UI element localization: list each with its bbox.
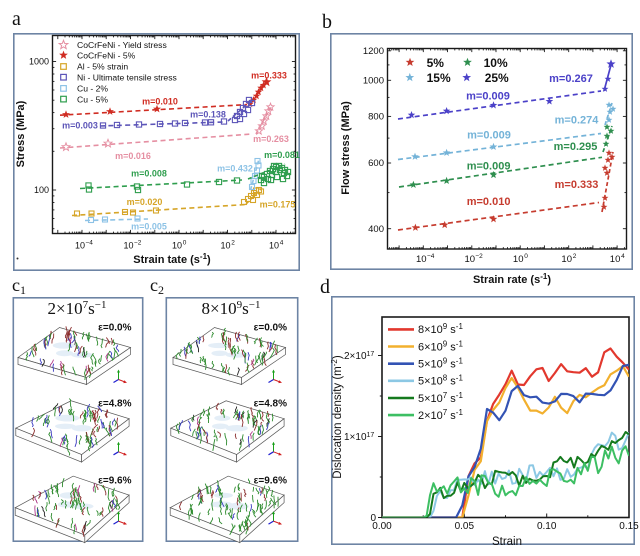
svg-text:10: 10 [123,240,133,250]
svg-text:Strain: Strain [492,536,522,548]
svg-text:2: 2 [231,239,235,246]
svg-text:ε=4.8%: ε=4.8% [98,399,131,410]
svg-text:Ni - Ultimate tensile stress: Ni - Ultimate tensile stress [77,72,177,82]
svg-text:2: 2 [573,253,577,260]
svg-text:m=0.267: m=0.267 [549,73,593,85]
svg-text:5%: 5% [427,56,445,70]
svg-text:8×109s−1: 8×109s−1 [202,299,261,318]
svg-text:10: 10 [561,254,572,265]
svg-text:10: 10 [513,254,524,265]
svg-text:8×109 s-1: 8×109 s-1 [418,322,463,337]
svg-text:600: 600 [368,158,384,169]
svg-text:10: 10 [465,254,476,265]
svg-text:25%: 25% [485,71,509,85]
svg-text:d: d [320,276,330,298]
svg-text:10: 10 [269,240,279,250]
svg-text:m=0.005: m=0.005 [131,222,167,232]
svg-text:6×109 s-1: 6×109 s-1 [418,339,463,354]
svg-text:b: b [322,11,332,33]
svg-text:5×107 s-1: 5×107 s-1 [418,390,463,405]
svg-text:Strain tate (s-1): Strain tate (s-1) [133,252,211,267]
svg-text:10: 10 [75,240,85,250]
svg-text:m=0.010: m=0.010 [142,97,178,107]
svg-text:4: 4 [280,239,284,246]
svg-text:CoCrFeNi - 5%: CoCrFeNi - 5% [77,50,136,60]
svg-text:ε=9.6%: ε=9.6% [98,476,131,487]
svg-text:0: 0 [370,513,376,524]
svg-text:0: 0 [183,239,187,246]
svg-text:m=0.333: m=0.333 [555,179,599,191]
svg-text:m=0.009: m=0.009 [466,91,510,103]
svg-text:10: 10 [416,254,427,265]
svg-text:10%: 10% [484,56,508,70]
svg-text:0.05: 0.05 [455,521,475,532]
svg-text:0: 0 [524,253,528,260]
svg-text:2×1017: 2×1017 [344,351,374,363]
svg-text:2×107s−1: 2×107s−1 [48,299,107,318]
svg-text:−2: −2 [475,253,483,260]
svg-text:ε=0.0%: ε=0.0% [98,323,131,334]
svg-text:0.10: 0.10 [537,521,557,532]
svg-text:m=0.003: m=0.003 [62,121,98,131]
svg-text:m=0.432: m=0.432 [217,164,253,174]
svg-text:m=0.009: m=0.009 [467,130,511,142]
svg-text:4: 4 [621,253,625,260]
svg-text:400: 400 [368,224,384,235]
svg-text:1000: 1000 [363,76,384,87]
svg-text:Cu - 2%: Cu - 2% [77,84,108,94]
svg-text:Strain rate (s-1): Strain rate (s-1) [473,272,551,287]
svg-text:m=0.175: m=0.175 [260,200,296,210]
svg-text:m=0.263: m=0.263 [253,134,289,144]
svg-text:m=0.008: m=0.008 [131,168,167,178]
svg-text:1200: 1200 [363,46,384,57]
svg-text:10: 10 [610,254,621,265]
svg-text:5×109 s-1: 5×109 s-1 [418,356,463,371]
svg-text:0.00: 0.00 [372,521,392,532]
svg-text:10: 10 [172,240,182,250]
svg-text:m=0.009: m=0.009 [467,161,511,173]
svg-text:m=0.295: m=0.295 [554,141,598,153]
svg-text:Stress (MPa): Stress (MPa) [15,100,27,167]
svg-text:a: a [12,8,21,30]
svg-text:CoCrFeNi - Yield stress: CoCrFeNi - Yield stress [77,40,167,50]
svg-text:10: 10 [220,240,230,250]
svg-text:m=0.010: m=0.010 [467,196,511,208]
svg-text:m=0.138: m=0.138 [190,110,226,120]
svg-text:−2: −2 [134,239,142,246]
svg-text:ε=4.8%: ε=4.8% [254,399,287,410]
svg-text:800: 800 [368,112,384,123]
svg-text:15%: 15% [427,71,451,85]
svg-text:1000: 1000 [29,57,49,67]
svg-text:m=0.081: m=0.081 [264,150,300,160]
svg-text:−4: −4 [427,253,435,260]
svg-text:m=0.333: m=0.333 [251,71,287,81]
svg-text:0.15: 0.15 [619,521,639,532]
svg-text:ε=9.6%: ε=9.6% [254,476,287,487]
svg-text:1×1017: 1×1017 [344,432,374,444]
svg-text:m=0.016: m=0.016 [115,151,151,161]
svg-text:Cu - 5%: Cu - 5% [77,94,108,104]
svg-text:−4: −4 [85,239,93,246]
svg-text:2×107 s-1: 2×107 s-1 [418,407,463,422]
svg-text:100: 100 [34,185,49,195]
svg-text:m=0.274: m=0.274 [555,114,600,126]
svg-text:Al - 5% strain: Al - 5% strain [77,62,128,72]
svg-text:m=0.020: m=0.020 [127,197,163,207]
svg-text:5×108 s-1: 5×108 s-1 [418,373,463,388]
svg-text:Flow stress (MPa): Flow stress (MPa) [340,101,352,195]
svg-text:ε=0.0%: ε=0.0% [254,323,287,334]
svg-text:Dislocation density (m-2): Dislocation density (m-2) [330,355,345,479]
